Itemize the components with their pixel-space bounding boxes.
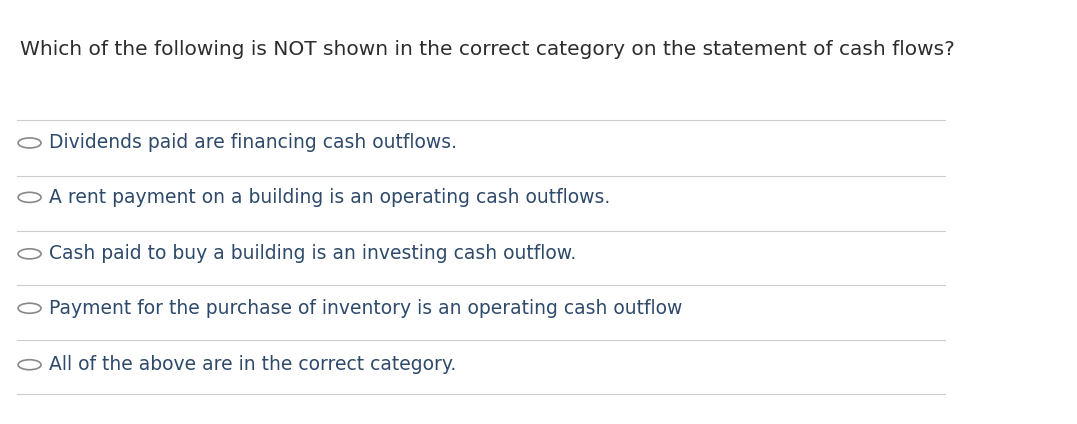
Circle shape (18, 192, 41, 202)
Circle shape (18, 360, 41, 370)
Circle shape (18, 138, 41, 148)
Text: Which of the following is NOT shown in the correct category on the statement of : Which of the following is NOT shown in t… (20, 40, 954, 59)
Text: Cash paid to buy a building is an investing cash outflow.: Cash paid to buy a building is an invest… (48, 244, 576, 263)
Text: Dividends paid are financing cash outflows.: Dividends paid are financing cash outflo… (48, 134, 457, 153)
Text: Payment for the purchase of inventory is an operating cash outflow: Payment for the purchase of inventory is… (48, 299, 682, 318)
Circle shape (18, 249, 41, 259)
Text: A rent payment on a building is an operating cash outflows.: A rent payment on a building is an opera… (48, 188, 610, 207)
Circle shape (18, 303, 41, 313)
Text: All of the above are in the correct category.: All of the above are in the correct cate… (48, 355, 456, 374)
